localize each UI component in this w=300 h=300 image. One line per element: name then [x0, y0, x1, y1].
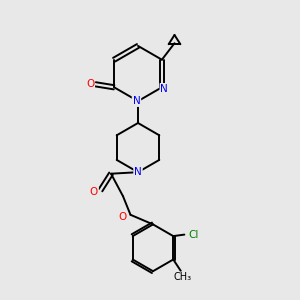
Text: O: O	[90, 187, 98, 197]
Text: Cl: Cl	[188, 230, 199, 240]
Text: N: N	[133, 96, 140, 106]
Text: O: O	[86, 79, 94, 89]
Text: CH₃: CH₃	[173, 272, 191, 283]
Text: N: N	[160, 84, 168, 94]
Text: N: N	[134, 167, 142, 177]
Text: O: O	[118, 212, 126, 222]
